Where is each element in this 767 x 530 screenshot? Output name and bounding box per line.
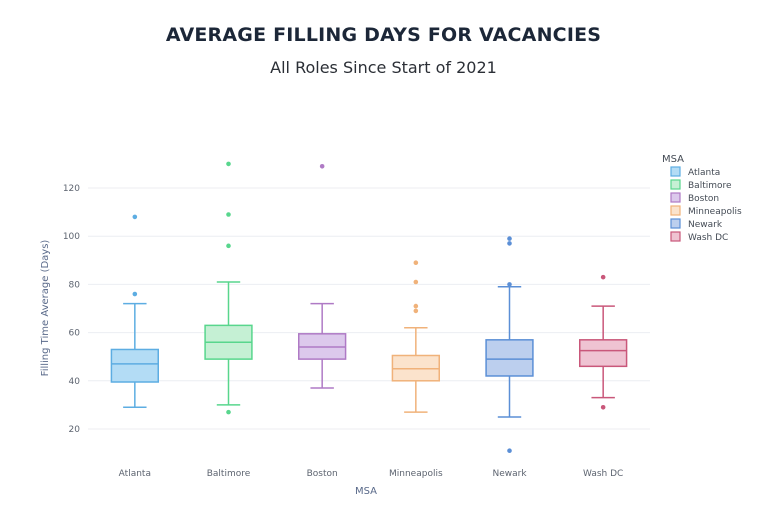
- legend[interactable]: MSA Atlanta Baltimore Boston Minneapolis New…: [662, 154, 742, 243]
- legend-swatch: [670, 166, 681, 177]
- legend-item-baltimore[interactable]: Baltimore: [670, 179, 732, 191]
- box-atlanta: [110, 214, 159, 409]
- outlier-point: [413, 279, 419, 285]
- y-tick-label: 60: [69, 329, 81, 339]
- outlier-point: [226, 243, 231, 249]
- outlier-point: [507, 236, 512, 241]
- box-baltimore: [204, 161, 253, 415]
- legend-item-minneapolis[interactable]: Minneapolis: [670, 205, 742, 217]
- outlier-point: [600, 274, 606, 280]
- iqr-box: [485, 339, 534, 377]
- legend-title: MSA: [662, 154, 684, 165]
- y-axis-title: Filling Time Average (Days): [40, 240, 51, 377]
- x-tick-label: Minneapolis: [389, 469, 443, 479]
- outlier-point: [413, 303, 419, 309]
- box-wash-dc: [579, 274, 628, 410]
- grid-lines: [88, 187, 650, 430]
- outlier-point: [132, 291, 138, 297]
- x-tick-label: Wash DC: [583, 469, 623, 479]
- legend-label: Atlanta: [688, 168, 720, 178]
- legend-item-newark[interactable]: Newark: [670, 218, 723, 230]
- outlier-point: [507, 448, 512, 453]
- legend-label: Newark: [688, 220, 723, 230]
- outlier-point: [600, 405, 606, 410]
- chart-title: AVERAGE FILLING DAYS FOR VACANCIES: [165, 24, 602, 46]
- outlier-point: [226, 409, 231, 415]
- chart-subtitle: All Roles Since Start of 2021: [270, 58, 497, 77]
- x-tick-label: Boston: [307, 469, 338, 479]
- outlier-point: [132, 214, 138, 220]
- box-minneapolis: [391, 260, 440, 413]
- y-tick-label: 120: [63, 184, 80, 194]
- x-axis-title: MSA: [355, 486, 377, 497]
- legend-label: Baltimore: [688, 181, 732, 191]
- box-newark: [485, 236, 534, 453]
- outlier-point: [413, 308, 419, 314]
- x-tick-label: Newark: [492, 469, 527, 479]
- legend-label: Wash DC: [688, 233, 728, 243]
- x-tick-label: Atlanta: [119, 469, 151, 479]
- legend-item-wash-dc[interactable]: Wash DC: [670, 231, 728, 243]
- iqr-box: [110, 348, 159, 383]
- iqr-box: [579, 339, 628, 368]
- outlier-point: [413, 260, 419, 266]
- y-axis-ticks: 20 40 60 80 100 120: [63, 184, 80, 435]
- legend-item-boston[interactable]: Boston: [670, 192, 719, 204]
- legend-label: Boston: [688, 194, 719, 204]
- outlier-point: [226, 212, 231, 217]
- legend-swatch: [670, 231, 681, 242]
- y-tick-label: 20: [69, 425, 81, 435]
- legend-swatch: [670, 192, 681, 203]
- outlier-point: [507, 282, 512, 287]
- outlier-point: [319, 164, 325, 169]
- legend-swatch: [670, 218, 681, 229]
- box-boston: [298, 164, 347, 389]
- x-axis-ticks: Atlanta Baltimore Boston Minneapolis Newark W…: [119, 469, 624, 479]
- boxes: [110, 161, 628, 453]
- legend-item-atlanta[interactable]: Atlanta: [670, 166, 720, 178]
- outlier-point: [507, 241, 512, 246]
- legend-label: Minneapolis: [688, 207, 742, 217]
- legend-swatch: [670, 205, 681, 216]
- y-tick-label: 40: [69, 377, 81, 387]
- y-tick-label: 100: [63, 232, 80, 242]
- y-tick-label: 80: [69, 280, 81, 290]
- outlier-point: [226, 161, 231, 167]
- legend-swatch: [670, 179, 681, 190]
- x-tick-label: Baltimore: [207, 469, 251, 479]
